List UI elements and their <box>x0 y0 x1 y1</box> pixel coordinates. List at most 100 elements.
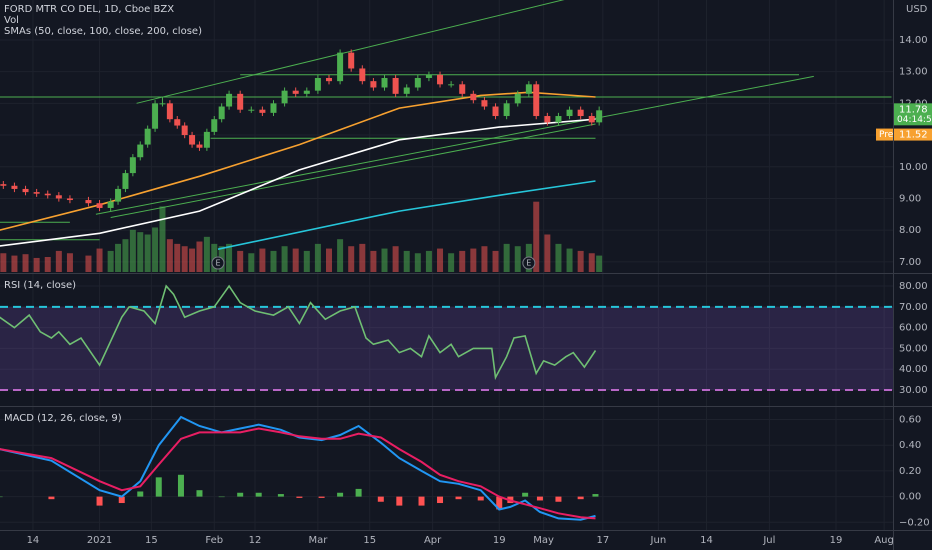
candle-body <box>211 119 218 132</box>
symbol-title: FORD MTR CO DEL, 1D, Cboe BZX <box>4 4 174 15</box>
candle-body <box>525 84 532 94</box>
volume-bar <box>337 239 344 272</box>
currency: USD <box>906 4 928 15</box>
candle-body <box>370 81 377 88</box>
volume-bar <box>152 227 159 272</box>
y-tick-label: 30.00 <box>899 385 928 396</box>
y-tick-label: 0.40 <box>899 440 921 451</box>
candle-body <box>85 200 92 204</box>
last-price-box <box>894 103 932 126</box>
candle-body <box>588 116 595 123</box>
volume-bar <box>259 248 266 272</box>
trend-line <box>95 75 814 215</box>
x-tick-label: Jun <box>650 535 667 546</box>
candle-body <box>566 109 573 117</box>
y-tick-label: 80.00 <box>899 281 928 292</box>
candle-body <box>596 110 603 123</box>
x-tick-label: 17 <box>596 535 609 546</box>
candle-body <box>448 84 455 86</box>
histogram-bar <box>318 496 325 498</box>
histogram-bar <box>177 474 184 497</box>
y-tick-label: −0.20 <box>899 517 930 528</box>
candle-body <box>270 103 277 113</box>
volume-bar <box>314 243 321 272</box>
volume-bar <box>470 248 477 272</box>
volume-bar <box>248 253 255 272</box>
y-tick-label: 13.00 <box>899 67 928 78</box>
volume-bar <box>425 250 432 272</box>
histogram-bar <box>255 492 262 497</box>
histogram-bar <box>418 496 425 506</box>
candle-body <box>555 116 562 123</box>
candle-body <box>218 106 225 120</box>
candle-body <box>189 135 196 145</box>
pre-market-price: 11.52 <box>899 130 928 141</box>
candle-body <box>470 93 477 101</box>
y-tick-label: 9.00 <box>899 193 921 204</box>
candle-body <box>115 188 122 202</box>
candle-body <box>166 103 173 120</box>
volume-bar <box>414 253 421 272</box>
volume-bar <box>359 243 366 272</box>
candle-body <box>22 188 29 193</box>
histogram-bar <box>277 494 284 497</box>
histogram-bar <box>337 492 344 497</box>
countdown: 04:14:53 <box>897 115 932 125</box>
x-tick-label: May <box>533 535 554 546</box>
volume-bar <box>122 239 129 272</box>
candle-body <box>359 68 366 82</box>
volume-bar <box>11 255 18 272</box>
volume-label: Vol <box>4 15 19 26</box>
candle-body <box>152 103 159 129</box>
earnings-marker <box>522 256 536 270</box>
histogram-bar <box>437 496 444 504</box>
volume-bar <box>96 248 103 272</box>
trend-line <box>110 123 596 218</box>
volume-bar <box>226 243 233 272</box>
histogram-bar <box>592 494 599 497</box>
volume-bar <box>174 243 181 272</box>
volume-bar <box>115 243 122 272</box>
rsi-pane <box>0 284 893 392</box>
volume-bar <box>159 206 166 272</box>
candle-body <box>503 103 510 117</box>
candle-body <box>292 90 299 94</box>
candle-body <box>533 84 540 117</box>
volume-bar <box>326 248 332 272</box>
candle-body <box>303 90 310 94</box>
candle-body <box>437 74 444 85</box>
candle-body <box>577 109 584 117</box>
candle-body <box>144 128 151 145</box>
volume-bar <box>555 243 562 272</box>
volume-bar <box>270 250 277 272</box>
volume-bar <box>137 232 144 272</box>
candle-body <box>55 195 62 199</box>
candle-body <box>414 77 421 88</box>
volume-bar <box>196 241 203 272</box>
histogram-bar <box>396 496 403 506</box>
sma-label: SMAs (50, close, 100, close, 200, close) <box>4 26 202 37</box>
volume-bar <box>181 246 188 272</box>
volume-bar <box>544 234 551 272</box>
candle-body <box>237 93 244 110</box>
histogram-bar <box>155 477 162 497</box>
x-tick-label: 2021 <box>87 535 112 546</box>
candle-body <box>248 109 255 111</box>
candle-body <box>381 77 388 88</box>
x-tick-label: Apr <box>424 535 442 546</box>
x-tick-label: Jul <box>762 535 775 546</box>
candle-body <box>492 106 499 117</box>
histogram-bar <box>577 496 584 500</box>
volume-bar <box>588 253 595 272</box>
y-tick-label: 0.60 <box>899 415 921 426</box>
y-tick-label: 50.00 <box>899 343 928 354</box>
x-tick-label: Mar <box>308 535 328 546</box>
sma-line <box>0 118 596 247</box>
histogram-bar <box>455 496 462 500</box>
x-tick-label: 14 <box>700 535 713 546</box>
volume-bar <box>22 254 29 272</box>
candle-body <box>392 77 399 94</box>
histogram-bar <box>118 496 125 504</box>
histogram-bar <box>237 492 244 497</box>
